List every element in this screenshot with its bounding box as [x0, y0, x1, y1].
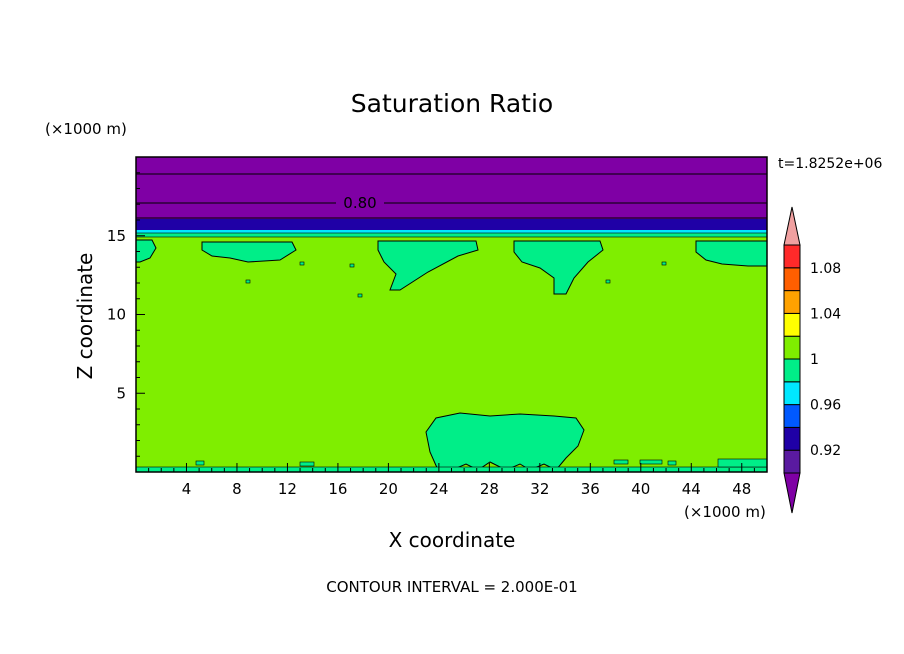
speckle [357, 293, 363, 298]
colorbar-swatch [783, 404, 801, 428]
upper-turquoise-strip [135, 232, 768, 238]
speckle [717, 458, 768, 468]
colorbar-swatch [783, 426, 801, 451]
colorbar-label: 0.92 [810, 443, 841, 459]
x-tick-label: 16 [328, 480, 347, 498]
speckle [639, 459, 663, 465]
colorbar-label: 1.04 [810, 306, 841, 322]
y-tick-label: 10 [107, 306, 126, 324]
y-axis: 5 10 15 [107, 172, 145, 457]
colorbar-swatch [783, 290, 801, 314]
x-tick-label: 44 [682, 480, 701, 498]
x-tick-label: 28 [480, 480, 499, 498]
colorbar-swatch [783, 449, 801, 474]
colorbar-bottom-arrow [783, 472, 801, 514]
speckle [195, 460, 205, 466]
speckle [349, 263, 355, 268]
x-tick-label: 32 [530, 480, 549, 498]
x-tick-label: 24 [429, 480, 448, 498]
colorbar-swatch [783, 267, 801, 292]
y-tick-label: 5 [116, 384, 126, 402]
colorbar-swatch [783, 312, 801, 337]
patch-upper-3 [377, 240, 479, 291]
colorbar-swatch [783, 335, 801, 360]
contour-interval-note: CONTOUR INTERVAL = 2.000E-01 [326, 578, 577, 596]
x-tick-label: 40 [631, 480, 650, 498]
colorbar-top-arrow [783, 206, 801, 246]
patch-lower-bubble [425, 412, 585, 471]
speckle [605, 279, 611, 284]
colorbar-swatch [783, 358, 801, 383]
x-tick-label: 48 [732, 480, 751, 498]
colorbar: 1.08 1.04 1 0.96 0.92 [783, 206, 841, 514]
speckle [667, 460, 677, 466]
y-axis-label: Z coordinate [73, 253, 97, 380]
patch-upper-2 [201, 241, 297, 263]
x-tick-label: 36 [581, 480, 600, 498]
speckle [613, 459, 629, 465]
x-tick-label: 20 [379, 480, 398, 498]
band-purple [136, 157, 767, 219]
time-label: t=1.8252e+06 [778, 156, 882, 172]
speckle [245, 279, 251, 284]
chart-title: Saturation Ratio [351, 89, 553, 118]
patch-upper-4 [513, 240, 604, 295]
x-tick-label: 8 [232, 480, 242, 498]
x-tick-label: 12 [278, 480, 297, 498]
x-tick-label: 4 [182, 480, 192, 498]
colorbar-swatch [783, 381, 801, 406]
speckle [299, 261, 305, 266]
x-axis-label: X coordinate [389, 528, 516, 552]
band-cyan [136, 230, 767, 234]
band-navy [136, 219, 767, 230]
colorbar-label: 1.08 [810, 261, 841, 277]
colorbar-label: 0.96 [810, 398, 841, 414]
plot-area: 0.80 [135, 156, 768, 473]
y-units-label: (×1000 m) [45, 120, 127, 138]
x-axis: 4 8 12 16 20 24 28 32 36 40 44 48 [148, 463, 755, 498]
colorbar-label: 1 [810, 352, 819, 368]
y-tick-label: 15 [107, 227, 126, 245]
colorbar-swatch [783, 244, 801, 269]
speckle [661, 261, 667, 266]
contour-label: 0.80 [343, 194, 376, 212]
speckle [299, 461, 315, 467]
x-units-label: (×1000 m) [684, 503, 766, 521]
